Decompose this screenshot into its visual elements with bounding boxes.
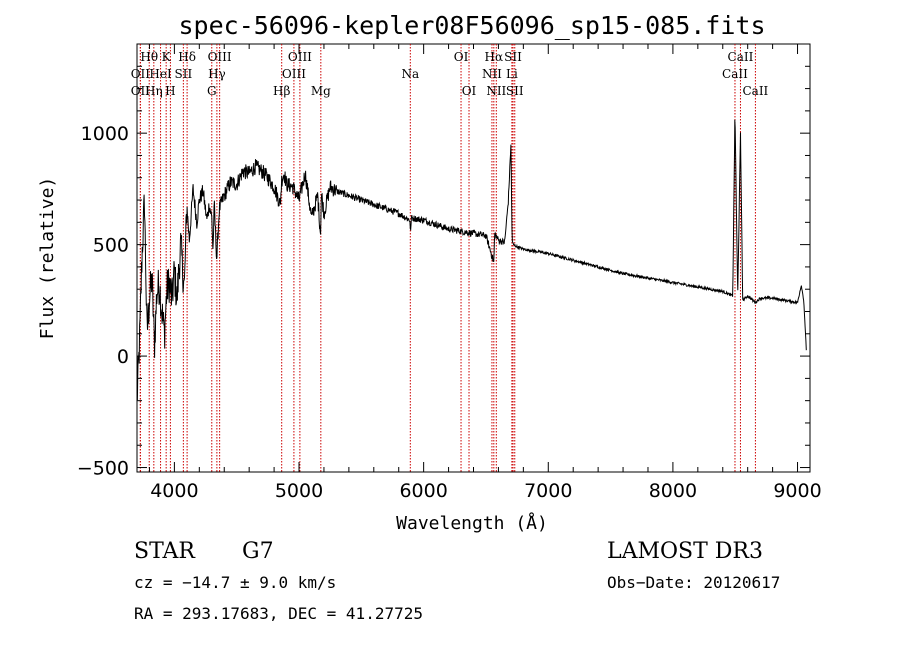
line-label-19: NII xyxy=(482,67,502,81)
line-label-27: CaII xyxy=(742,84,768,98)
line-label-14: OIII xyxy=(288,50,312,64)
spectrum-line xyxy=(136,119,807,401)
line-label-15: Mg xyxy=(311,84,331,98)
x-tick-label-0: 4000 xyxy=(150,480,198,502)
line-label-1: OII xyxy=(131,67,151,81)
line-label-23: SII xyxy=(504,50,522,64)
redshift-cz: cz = −14.7 ± 9.0 km/s xyxy=(134,573,336,592)
plot-frame xyxy=(136,43,811,473)
chart-title: spec-56096-kepler08F56096_sp15-085.fits xyxy=(179,11,766,40)
observation-date: Obs−Date: 20120617 xyxy=(607,573,780,592)
y-axis-label: Flux (relative) xyxy=(37,177,58,340)
sky-coordinates: RA = 293.17683, DEC = 41.27725 xyxy=(134,604,423,623)
line-label-0: Hθ xyxy=(140,50,158,64)
line-label-26: CaII xyxy=(728,50,754,64)
line-label-9: G xyxy=(207,84,217,98)
line-label-11: OIII xyxy=(208,50,232,64)
line-label-2: OII xyxy=(131,84,151,98)
y-tick-label-3: 1000 xyxy=(81,123,129,145)
line-label-22: Li xyxy=(506,67,518,81)
x-tick-label-4: 8000 xyxy=(649,480,697,502)
line-label-18: OI xyxy=(462,84,477,98)
axis-tick-labels: 4000 5000 6000 7000 8000 9000 −500 0 500 1000 xyxy=(77,123,822,502)
line-label-8: Hδ xyxy=(178,50,196,64)
spectral-line-labels: HθOIIOIIHηHeIKHSIIHδGHγOIIIHβOIIIOIIIMgN… xyxy=(131,50,769,98)
line-label-13: OIII xyxy=(282,67,306,81)
line-label-7: SII xyxy=(175,67,193,81)
x-tick-label-3: 7000 xyxy=(524,480,572,502)
y-tick-label-2: 500 xyxy=(93,235,129,257)
x-tick-label-2: 6000 xyxy=(399,480,447,502)
x-axis-label: Wavelength (Å) xyxy=(396,512,548,534)
line-label-25: CaII xyxy=(722,67,748,81)
line-label-12: Hβ xyxy=(273,84,290,98)
spectral-line-markers xyxy=(139,44,756,472)
line-label-10: Hγ xyxy=(208,67,226,81)
line-label-6: H xyxy=(165,84,175,98)
x-tick-label-5: 9000 xyxy=(773,480,821,502)
line-label-21: Hα xyxy=(485,50,504,64)
line-label-20: NII xyxy=(486,84,506,98)
x-tick-label-1: 5000 xyxy=(275,480,323,502)
survey-name: LAMOST DR3 xyxy=(607,539,763,564)
line-label-3: Hη xyxy=(145,84,163,98)
object-subclass: G7 xyxy=(242,539,274,564)
y-tick-label-0: −500 xyxy=(77,458,129,480)
line-label-17: OI xyxy=(454,50,469,64)
line-label-24: SII xyxy=(506,84,524,98)
object-class: STAR xyxy=(134,539,196,564)
line-label-5: K xyxy=(162,50,172,64)
line-label-4: HeI xyxy=(149,67,172,81)
line-label-16: Na xyxy=(401,67,419,81)
y-tick-label-1: 0 xyxy=(117,346,129,368)
axis-ticks xyxy=(137,44,810,472)
